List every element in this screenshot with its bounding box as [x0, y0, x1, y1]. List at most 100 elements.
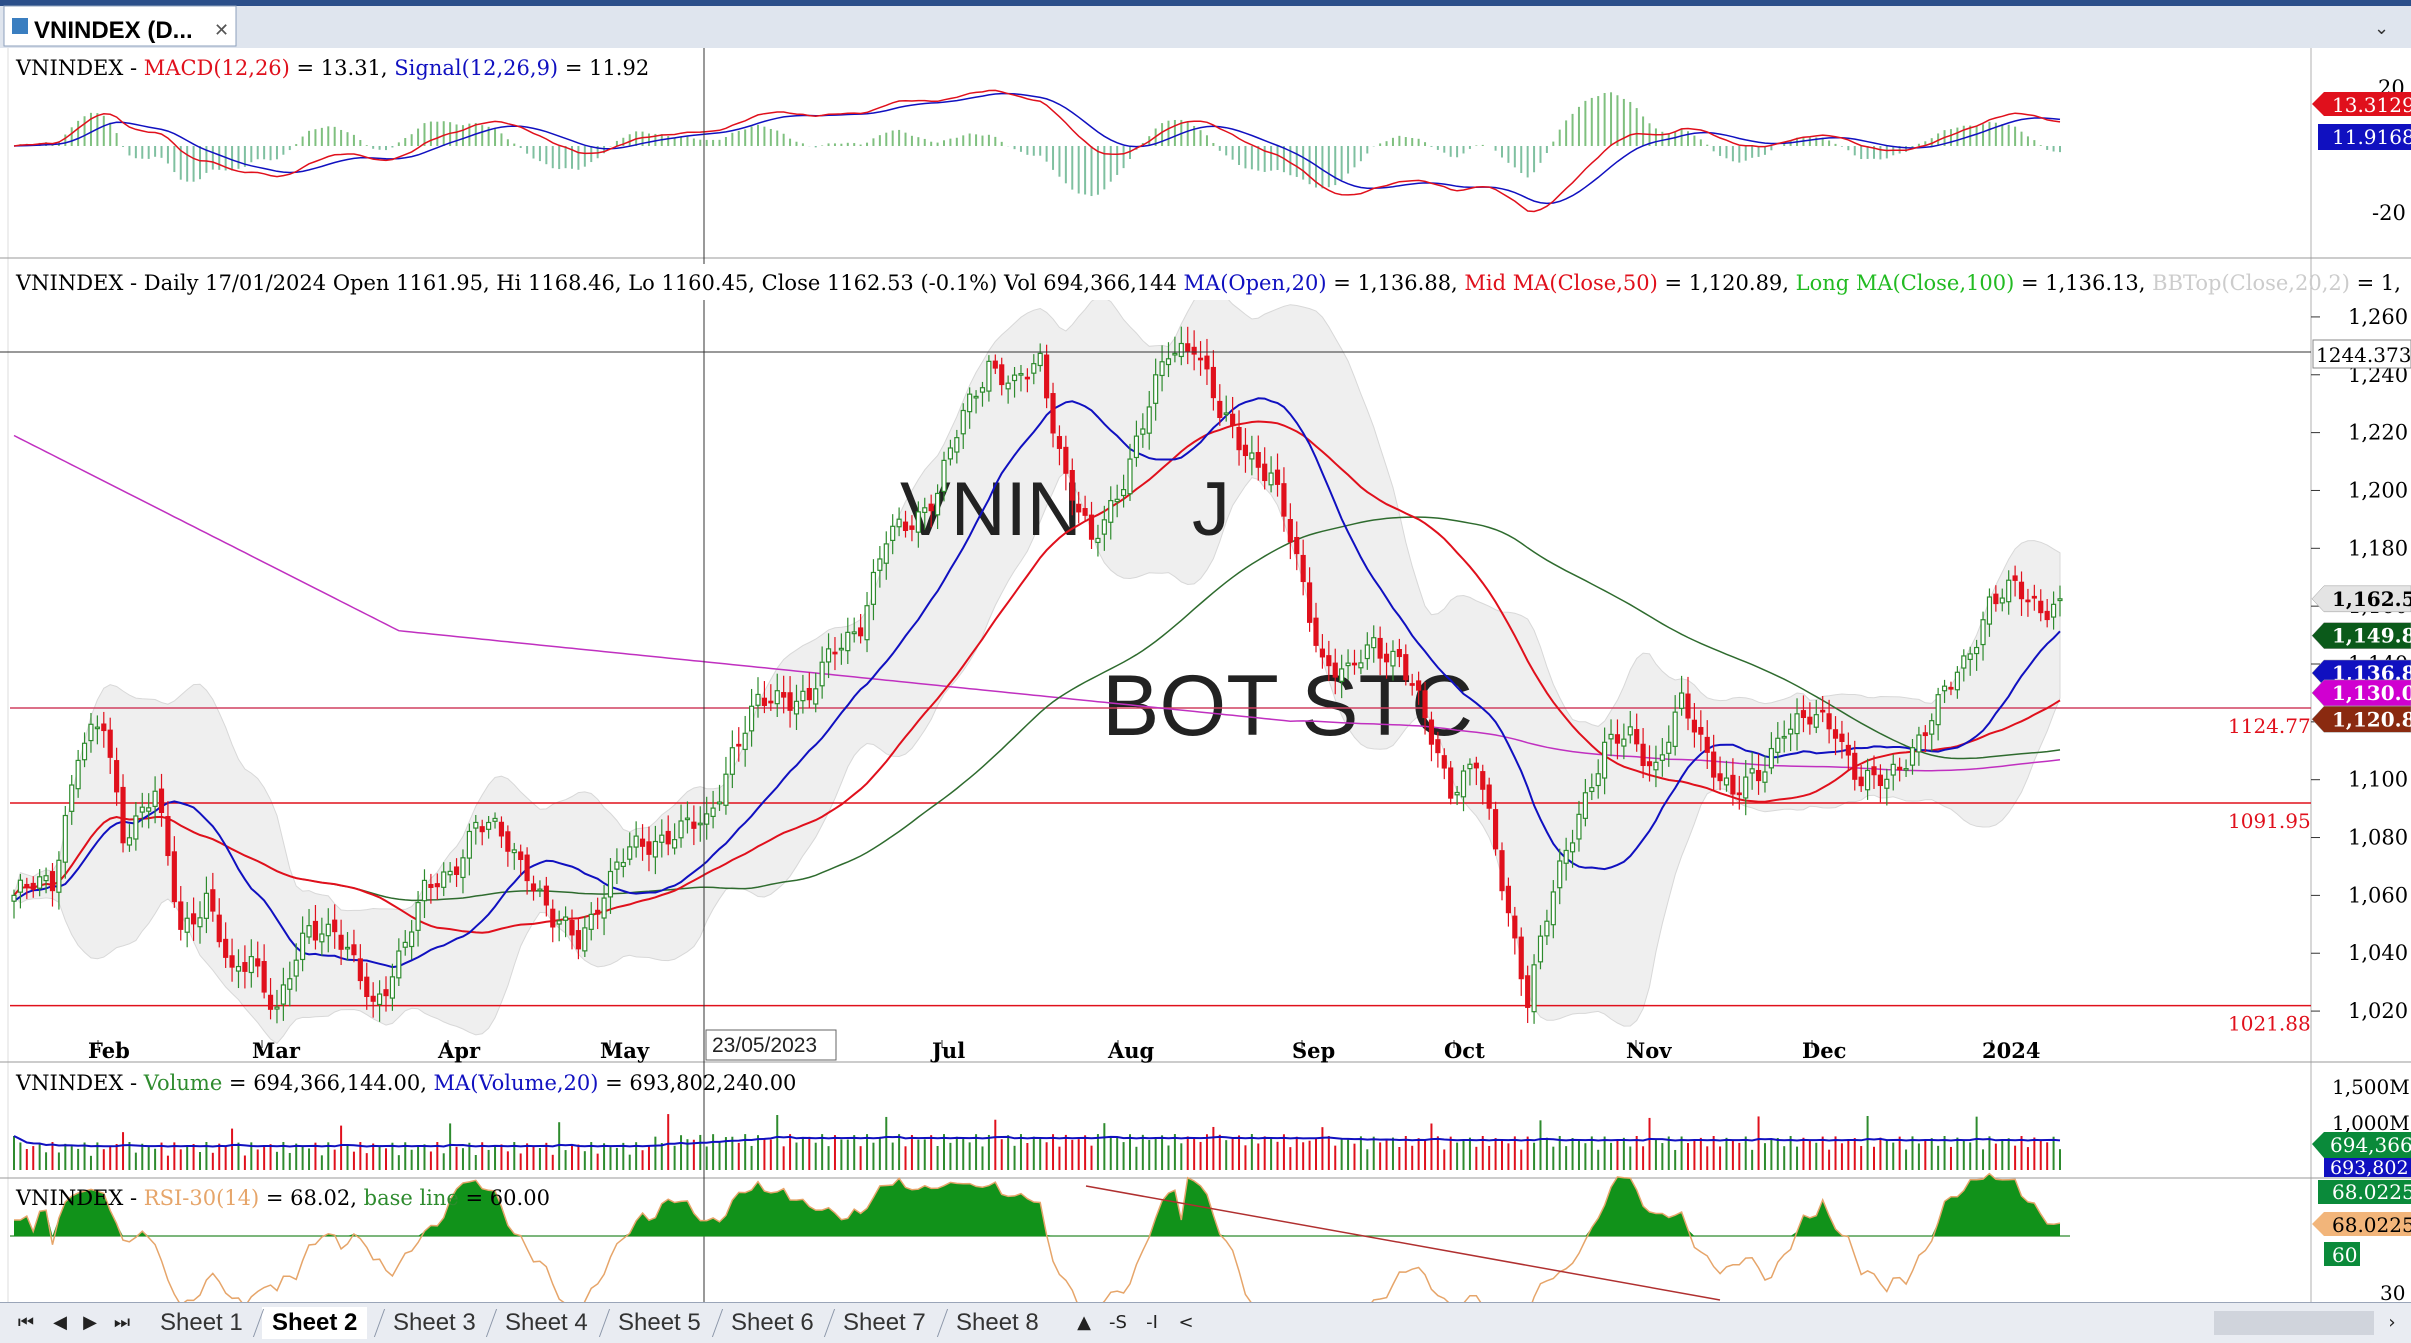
candle-body: [223, 938, 229, 958]
candle-body: [1698, 726, 1704, 735]
tool-button-1[interactable]: ▲: [1077, 1312, 1091, 1333]
volume-ma-badge: 693,802: [2330, 1157, 2409, 1179]
scroll-left-icon[interactable]: <: [1178, 1312, 1194, 1333]
candle-body: [710, 807, 716, 818]
close-icon[interactable]: ✕: [214, 20, 229, 41]
candle-body: [184, 917, 190, 933]
candle-body: [870, 571, 877, 605]
candle-body: [755, 693, 761, 706]
tab-sheet-8[interactable]: Sheet 8: [956, 1309, 1039, 1336]
candle-body: [1223, 412, 1229, 416]
candle-body: [332, 919, 338, 933]
candle-body: [1185, 343, 1191, 352]
candle-body: [428, 883, 434, 888]
candle-body: [723, 773, 729, 806]
tab-sheet-6[interactable]: Sheet 6: [731, 1309, 814, 1336]
last-sheet-icon[interactable]: ⏭: [113, 1312, 131, 1333]
candle-body: [935, 492, 941, 516]
candle-body: [1679, 692, 1685, 709]
prev-sheet-icon[interactable]: ◀: [53, 1312, 67, 1333]
candle-body: [389, 976, 395, 999]
candle-body: [1820, 709, 1826, 713]
candle-body: [415, 901, 421, 931]
window-tab[interactable]: [3, 5, 237, 47]
candle-body: [1512, 915, 1518, 939]
crosshair-date: 23/05/2023: [712, 1034, 817, 1057]
candle-body: [1082, 508, 1088, 516]
candle-body: [1614, 734, 1621, 744]
candle-body: [864, 605, 870, 641]
candle-body: [351, 944, 357, 956]
rsi-panel: VNINDEX - RSI-30(14) = 68.02, base line …: [10, 1172, 2411, 1302]
candle-body: [1307, 582, 1313, 623]
tab-sheet-2[interactable]: Sheet 2: [262, 1307, 368, 1339]
candle-body: [1980, 619, 1986, 646]
candle-body: [1890, 763, 1896, 776]
horizontal-level-label: 1124.77: [2228, 714, 2311, 738]
candle-body: [1646, 761, 1653, 767]
chart-canvas[interactable]: VNINDEX (D... ✕ ⌄ VNINDEX - MACD(12,26) …: [0, 0, 2411, 1302]
candle-body: [338, 934, 344, 950]
price-tick-label: 1,260: [2348, 305, 2408, 329]
tool-button-3[interactable]: -I: [1146, 1312, 1158, 1333]
horizontal-scrollbar[interactable]: [2214, 1311, 2374, 1335]
candle-body: [1037, 352, 1043, 367]
date-tick-label: Aug: [1107, 1038, 1155, 1063]
candle-body: [133, 815, 139, 840]
next-sheet-icon[interactable]: ▶: [83, 1312, 97, 1333]
candle-body: [1813, 714, 1819, 728]
price-tick-label: 1,020: [2348, 999, 2408, 1023]
tab-sheet-4[interactable]: Sheet 4: [505, 1309, 588, 1336]
candle-body: [293, 959, 299, 977]
window-menu-icon[interactable]: ⌄: [2374, 18, 2389, 39]
candle-body: [1852, 752, 1858, 780]
candle-body: [255, 958, 261, 967]
candle-body: [915, 511, 921, 533]
scroll-right-icon[interactable]: ›: [2388, 1312, 2396, 1333]
candle-body: [1627, 726, 1633, 736]
candle-body: [498, 821, 505, 837]
candle-body: [1832, 729, 1839, 739]
candle-body: [1755, 769, 1762, 782]
candle-body: [2025, 599, 2031, 603]
candle-body: [1281, 483, 1287, 517]
rsi-base-badge-bg: [2324, 1242, 2360, 1266]
candle-body: [120, 786, 126, 844]
candle-body: [550, 908, 556, 928]
candle-body: [1197, 357, 1204, 361]
volume-tick-1500: 1,500M: [2332, 1075, 2410, 1099]
rsi-base-badge: 60: [2332, 1243, 2357, 1267]
candle-body: [1050, 393, 1056, 434]
candle-body: [749, 705, 755, 732]
rsi-top-badge: 68.0225: [2332, 1180, 2411, 1204]
horizontal-level-label: 1091.95: [2228, 809, 2311, 833]
candle-body: [2057, 598, 2063, 602]
candle-body: [2006, 579, 2012, 603]
tool-button-2[interactable]: -S: [1109, 1312, 1127, 1333]
candle-body: [1319, 648, 1325, 658]
candle-body: [377, 993, 383, 1006]
candle-body: [37, 876, 43, 889]
candle-body: [588, 913, 594, 930]
tab-sheet-7[interactable]: Sheet 7: [843, 1309, 926, 1336]
tab-sheet-5[interactable]: Sheet 5: [618, 1309, 701, 1336]
candle-body: [43, 875, 49, 882]
first-sheet-icon[interactable]: ⏮: [17, 1312, 35, 1333]
candle-body: [1794, 713, 1800, 735]
candle-body: [1884, 778, 1890, 789]
candle-body: [383, 989, 389, 997]
sheet-tab-bar: ⏮ ◀ ▶ ⏭ Sheet 1 Sheet 2 Sheet 3 Sheet 4 Shee…: [0, 1302, 2411, 1343]
candle-body: [1435, 739, 1441, 754]
candle-body: [563, 916, 569, 921]
candle-body: [17, 879, 23, 893]
tab-sheet-3[interactable]: Sheet 3: [393, 1309, 476, 1336]
price-badge-bg: [2311, 679, 2411, 707]
candle-body: [819, 661, 825, 687]
candle-body: [191, 913, 197, 925]
candle-body: [441, 871, 447, 888]
candle-body: [1274, 469, 1281, 485]
candle-body: [1108, 499, 1114, 523]
rsi-trendline[interactable]: [1085, 1185, 1721, 1301]
tab-sheet-1[interactable]: Sheet 1: [160, 1309, 243, 1336]
candle-body: [1409, 683, 1415, 686]
